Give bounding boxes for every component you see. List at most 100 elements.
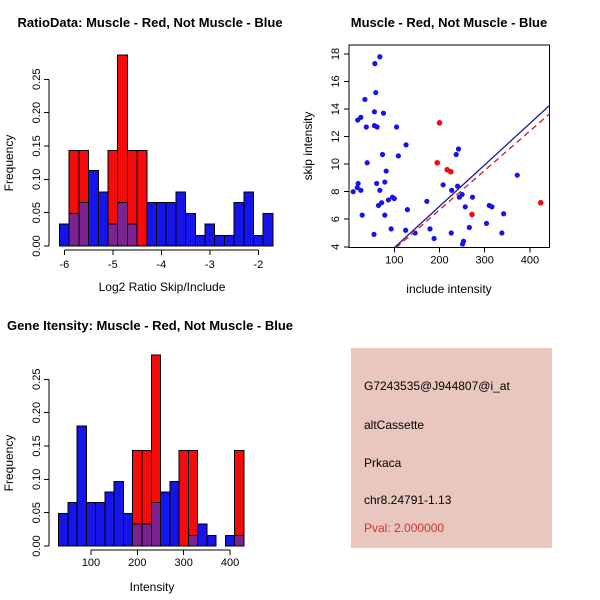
hist-bar-red xyxy=(178,450,189,547)
hist-bar-overlap xyxy=(150,502,162,547)
hist-bar-blue xyxy=(185,212,196,247)
hist-bar-red xyxy=(234,450,245,547)
hist-bar-blue xyxy=(113,480,124,547)
ratio-hist-plot-area: 0.00 0.05 0.10 0.15 0.20 0.25 -6 -5 -4 -3 -2 xyxy=(31,54,274,271)
scatter-point-blue xyxy=(404,207,411,213)
ratio-hist-ylabel: Frequency xyxy=(2,135,16,192)
scatter-point-blue xyxy=(483,220,490,226)
x-tick-label: 100 xyxy=(385,255,403,267)
scatter-point-blue xyxy=(355,180,361,187)
scatter-point-blue xyxy=(382,179,388,185)
ratio-hist-xlabel: Log2 Ratio Skip/Include xyxy=(99,280,226,294)
x-tick-label: -6 xyxy=(59,259,69,271)
scatter-point-blue xyxy=(379,151,386,158)
hist-bar-overlap xyxy=(187,534,199,547)
scatter-point-blue xyxy=(514,172,520,178)
hist-bar-overlap xyxy=(126,223,138,247)
hist-bar-blue xyxy=(233,202,245,247)
gene-hist-xlabel: Intensity xyxy=(130,580,175,594)
hist-bar-blue xyxy=(76,425,87,547)
scatter-point-blue xyxy=(449,187,455,193)
scatter-point-blue xyxy=(393,124,400,130)
hist-bar-overlap xyxy=(107,223,119,247)
hist-bar-blue xyxy=(85,502,97,547)
y-tick-label: 12 xyxy=(330,130,342,142)
scatter-point-blue xyxy=(359,212,365,218)
x-tick-label: -4 xyxy=(156,259,166,271)
scatter-point-blue xyxy=(355,117,361,123)
hist-bar-blue xyxy=(214,234,225,247)
hist-bar-blue xyxy=(160,491,171,547)
y-tick-label: 0.05 xyxy=(31,202,43,223)
y-tick-label: 0.10 xyxy=(31,469,43,490)
hist-bar-blue xyxy=(206,534,217,547)
hist-bar-overlap xyxy=(141,523,152,547)
scatter-point-blue xyxy=(371,109,378,115)
probe-id-text: G7243535@J944807@i_at xyxy=(364,379,510,393)
x-tick-label: 300 xyxy=(175,557,193,569)
scatter-point-blue xyxy=(364,160,370,166)
y-tick-label: 0.25 xyxy=(31,369,43,390)
gene-name-text: Prkaca xyxy=(364,456,402,470)
hist-bar-blue xyxy=(97,191,109,247)
scatter-point-blue xyxy=(403,142,409,148)
hist-bar-blue xyxy=(197,523,208,547)
scatter-point-blue xyxy=(362,96,368,103)
scatter-point-blue xyxy=(431,235,437,242)
scatter-point-red xyxy=(537,199,544,206)
y-tick-label: 0.20 xyxy=(31,402,43,423)
y-tick-label: 0.10 xyxy=(31,169,43,190)
scatter-ylabel: skip intensity xyxy=(301,112,315,181)
ratio-hist-title: RatioData: Muscle - Red, Not Muscle - Bl… xyxy=(17,15,282,30)
hist-bar-blue xyxy=(104,491,115,547)
scatter-point-red xyxy=(434,159,441,166)
hist-bar-blue xyxy=(122,512,134,547)
scatter-point-blue xyxy=(385,197,392,203)
locus-text: chr8.24791-1.13 xyxy=(364,493,452,507)
gene-hist-title: Gene Itensity: Muscle - Red, Not Muscle … xyxy=(7,318,293,333)
hist-bar-blue xyxy=(165,202,177,247)
scatter-point-blue xyxy=(383,168,389,174)
panel-ratio-histogram: RatioData: Muscle - Red, Not Muscle - Bl… xyxy=(2,15,283,294)
x-tick-label: 200 xyxy=(430,255,448,267)
scatter-point-blue xyxy=(374,180,380,187)
event-type-text: altCassette xyxy=(364,418,425,432)
scatter-point-blue xyxy=(374,124,380,130)
scatter-point-blue xyxy=(489,204,495,210)
y-tick-label: 6 xyxy=(330,216,342,222)
hist-bar-overlap xyxy=(132,523,143,547)
hist-bar-blue xyxy=(194,234,206,247)
scatter-point-blue xyxy=(377,54,383,60)
scatter-point-blue xyxy=(456,194,462,200)
scatter-point-blue xyxy=(358,187,364,193)
scatter-point-blue xyxy=(372,61,378,67)
x-tick-label: 100 xyxy=(82,557,100,569)
scatter-point-blue xyxy=(380,110,387,116)
blue-line xyxy=(393,105,550,249)
scatter-point-blue xyxy=(501,211,507,217)
scatter-point-blue xyxy=(448,230,454,236)
y-tick-label: 0.15 xyxy=(31,435,43,456)
hist-bar-blue xyxy=(58,223,70,247)
scatter-xlabel: include intensity xyxy=(406,282,491,296)
y-tick-label: 18 xyxy=(330,48,342,60)
scatter-point-blue xyxy=(371,231,377,237)
x-tick-label: -2 xyxy=(253,259,263,271)
hist-bar-red xyxy=(187,450,199,547)
hist-bar-overlap xyxy=(78,202,90,247)
y-tick-label: 0.20 xyxy=(31,102,43,123)
hist-bar-blue xyxy=(243,191,254,247)
hist-bar-blue xyxy=(252,234,264,247)
red-line xyxy=(395,113,550,249)
hist-bar-blue xyxy=(146,202,157,247)
hist-bar-blue xyxy=(58,512,69,547)
panel-scatter: Muscle - Red, Not Muscle - Blue include … xyxy=(301,15,550,296)
y-tick-label: 8 xyxy=(330,189,342,195)
hist-bar-blue xyxy=(175,191,187,247)
scatter-point-blue xyxy=(440,182,446,188)
scatter-plot-area: 100 200 300 400 4 6 8 10 12 14 16 18 xyxy=(330,44,550,267)
scatter-point-blue xyxy=(350,189,356,195)
scatter-point-blue xyxy=(424,198,430,204)
hist-bar-blue xyxy=(224,534,236,547)
scatter-point-blue xyxy=(382,212,388,218)
